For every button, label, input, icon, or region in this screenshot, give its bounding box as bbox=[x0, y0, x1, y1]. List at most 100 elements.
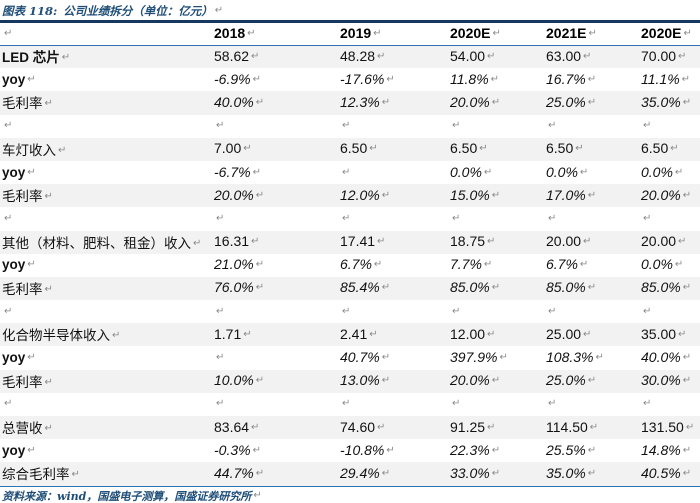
paragraph-mark: ↵ bbox=[373, 27, 382, 39]
cell-text: 29.4% bbox=[340, 464, 380, 481]
value-cell: 35.00 ↵ bbox=[639, 323, 700, 346]
paragraph-mark: ↵ bbox=[255, 375, 265, 387]
paragraph-mark: ↵ bbox=[589, 421, 599, 433]
figure-title: 图表 118: 公司业绩拆分（单位：亿元） ↵ bbox=[0, 0, 700, 20]
cell-text: 131.50 bbox=[641, 418, 684, 435]
value-cell: 54.00 ↵ bbox=[448, 45, 544, 68]
value-cell: 20.0% ↵ bbox=[448, 91, 544, 114]
cell-text: 毛利率 bbox=[2, 281, 43, 297]
paragraph-mark: ↵ bbox=[491, 282, 501, 294]
table-row-margin: 毛利率 ↵ 40.0% ↵ 12.3% ↵ 20.0% ↵ 25.0% ↵ 35.0% ↵ bbox=[0, 91, 700, 115]
cell-text: 44.7% bbox=[214, 464, 254, 481]
row-label-cell: yoy ↵ bbox=[0, 68, 212, 91]
value-cell: 74.60 ↵ bbox=[338, 416, 448, 439]
paragraph-mark: ↵ bbox=[381, 352, 391, 364]
cell-text: 11.8% bbox=[450, 70, 489, 87]
table-row-margin: 毛利率 ↵ 20.0% ↵ 12.0% ↵ 15.0% ↵ 17.0% ↵ 20.0% ↵ bbox=[0, 184, 700, 208]
paragraph-mark: ↵ bbox=[643, 398, 652, 410]
row-label-cell: 综合毛利率 ↵ bbox=[0, 462, 212, 485]
paragraph-mark: ↵ bbox=[579, 166, 589, 178]
row-label-cell: 毛利率 ↵ bbox=[0, 370, 212, 393]
paragraph-mark: ↵ bbox=[548, 120, 557, 132]
cell-text: 83.64 bbox=[214, 418, 250, 435]
value-cell: 40.0% ↵ bbox=[639, 346, 700, 369]
value-cell: 108.3% ↵ bbox=[544, 346, 639, 369]
paragraph-mark: ↵ bbox=[499, 352, 508, 364]
paragraph-mark: ↵ bbox=[682, 467, 692, 479]
table-row-revenue: 其他（材料、肥料、租金）收入 ↵ 16.31 ↵ 17.41 ↵ 18.75 ↵ 20.00 ↵ 2… bbox=[0, 230, 700, 254]
paragraph-mark: ↵ bbox=[548, 305, 557, 317]
value-cell: 76.0% ↵ bbox=[212, 277, 338, 300]
value-cell: ↵ bbox=[448, 393, 544, 416]
cell-text: 25.00 bbox=[546, 325, 582, 342]
paragraph-mark: ↵ bbox=[4, 27, 13, 39]
paragraph-mark: ↵ bbox=[71, 469, 80, 481]
paragraph-mark: ↵ bbox=[342, 212, 351, 224]
paragraph-mark: ↵ bbox=[643, 305, 652, 317]
row-label-cell: ↵ bbox=[0, 300, 212, 323]
cell-text: 毛利率 bbox=[2, 189, 43, 205]
value-cell: 12.0% ↵ bbox=[338, 184, 448, 207]
table-row-margin: 综合毛利率 ↵ 44.7% ↵ 29.4% ↵ 33.0% ↵ 35.0% ↵ 40.5% ↵ bbox=[0, 462, 700, 486]
paragraph-mark: ↵ bbox=[452, 212, 461, 224]
table-row-spacer: ↵ ↵ ↵ ↵ ↵ ↵ bbox=[0, 115, 700, 138]
value-cell: 20.00 ↵ bbox=[544, 231, 639, 254]
value-cell: 35.0% ↵ bbox=[639, 91, 700, 114]
cell-text: 17.0% bbox=[546, 186, 586, 203]
value-cell: 35.0% ↵ bbox=[544, 462, 639, 485]
value-cell: ↵ bbox=[338, 161, 448, 184]
paragraph-mark: ↵ bbox=[643, 120, 652, 132]
paragraph-mark: ↵ bbox=[44, 376, 53, 388]
paragraph-mark: ↵ bbox=[255, 96, 265, 108]
value-cell: 1.71 ↵ bbox=[212, 323, 338, 346]
cell-text: 2019 bbox=[340, 24, 372, 41]
paragraph-mark: ↵ bbox=[579, 259, 589, 271]
value-cell: ↵ bbox=[212, 346, 338, 369]
value-cell: 7.00 ↵ bbox=[212, 138, 338, 161]
paragraph-mark: ↵ bbox=[255, 189, 265, 201]
paragraph-mark: ↵ bbox=[386, 73, 395, 85]
paragraph-mark: ↵ bbox=[587, 282, 597, 294]
value-cell: 40.7% ↵ bbox=[338, 346, 448, 369]
cell-text: 2.41 bbox=[340, 325, 368, 342]
paragraph-mark: ↵ bbox=[252, 166, 261, 178]
cell-text: 7.7% bbox=[450, 256, 482, 273]
row-label-cell: yoy ↵ bbox=[0, 439, 212, 462]
paragraph-mark: ↵ bbox=[216, 398, 225, 410]
value-cell: ↵ bbox=[338, 393, 448, 416]
cell-text: 33.0% bbox=[450, 464, 490, 481]
cell-text: 17.41 bbox=[340, 233, 376, 250]
cell-text: 108.3% bbox=[546, 349, 594, 366]
paragraph-mark: ↵ bbox=[251, 236, 260, 248]
value-cell: ↵ bbox=[544, 393, 639, 416]
value-cell: ↵ bbox=[544, 300, 639, 323]
value-cell: 131.50 ↵ bbox=[639, 416, 700, 439]
value-cell: 13.0% ↵ bbox=[338, 370, 448, 393]
paragraph-mark: ↵ bbox=[377, 236, 386, 248]
paragraph-mark: ↵ bbox=[487, 236, 496, 248]
paragraph-mark: ↵ bbox=[681, 73, 691, 85]
cell-text: 14.8% bbox=[641, 441, 681, 458]
table-row-spacer: ↵ ↵ ↵ ↵ ↵ ↵ bbox=[0, 300, 700, 323]
cell-text: yoy bbox=[2, 257, 26, 273]
value-cell: 21.0% ↵ bbox=[212, 254, 338, 277]
value-cell: ↵ bbox=[212, 207, 338, 230]
paragraph-mark: ↵ bbox=[583, 328, 592, 340]
paragraph-mark: ↵ bbox=[487, 50, 496, 62]
cell-text: 10.0% bbox=[214, 372, 254, 389]
paragraph-mark: ↵ bbox=[381, 467, 391, 479]
cell-text: 58.62 bbox=[214, 47, 250, 64]
figure-title-label: 图表 118: bbox=[2, 4, 58, 18]
value-cell: 18.75 ↵ bbox=[448, 231, 544, 254]
cell-text: 车灯收入 bbox=[2, 142, 56, 158]
header-cell-label: ↵ bbox=[0, 23, 212, 45]
value-cell: ↵ bbox=[639, 115, 700, 138]
paragraph-mark: ↵ bbox=[682, 352, 692, 364]
row-label-cell: LED 芯片 ↵ bbox=[0, 45, 212, 68]
row-label-cell: 总营收 ↵ bbox=[0, 416, 212, 439]
cell-text: -6.9% bbox=[214, 70, 251, 87]
cell-text: 85.0% bbox=[641, 279, 681, 296]
paragraph-mark: ↵ bbox=[251, 50, 260, 62]
cell-text: 0.0% bbox=[641, 163, 673, 180]
value-cell: 48.28 ↵ bbox=[338, 45, 448, 68]
